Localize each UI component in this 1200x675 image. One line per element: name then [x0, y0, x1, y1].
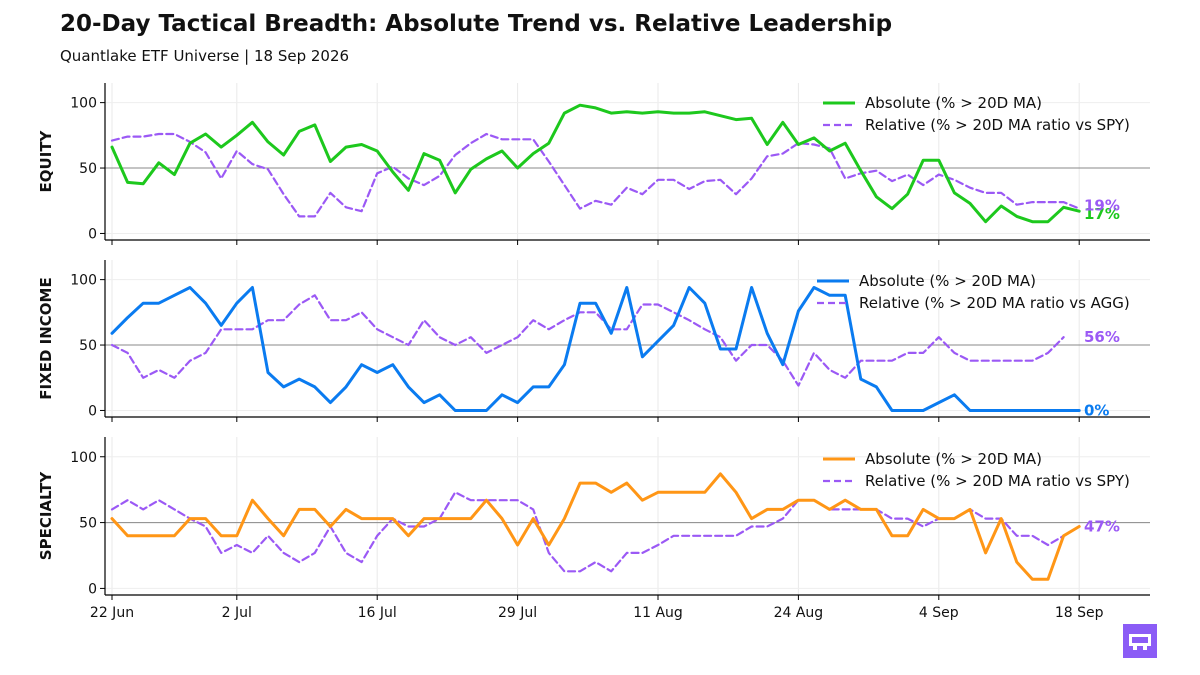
- y-tick-label: 0: [88, 403, 97, 419]
- y-tick-label: 50: [79, 338, 97, 354]
- relative-series-line: [110, 491, 1081, 573]
- y-tick-label: 50: [79, 516, 97, 532]
- chart-title: 20-Day Tactical Breadth: Absolute Trend …: [60, 11, 893, 37]
- chart-subtitle: Quantlake ETF Universe | 18 Sep 2026: [60, 47, 350, 65]
- end-label: 47%: [1084, 518, 1120, 536]
- legend: Absolute (% > 20D MA) Relative (% > 20D M…: [823, 94, 1130, 134]
- relative-end-label: 56%: [1084, 328, 1120, 346]
- x-tick-label: 4 Sep: [919, 605, 959, 621]
- panel-fixed_income: 0 50 100 FIXED INCOME 0% 56% Absolute (% > 20D…: [37, 260, 1150, 422]
- y-axis-label: EQUITY: [37, 129, 55, 192]
- absolute-series-line: [110, 472, 1081, 581]
- legend: Absolute (% > 20D MA) Relative (% > 20D M…: [823, 450, 1130, 490]
- x-tick-label: 22 Jun: [90, 605, 134, 621]
- legend-entry: Absolute (% > 20D MA): [865, 94, 1042, 112]
- relative-end-label: 19%: [1084, 197, 1120, 215]
- y-axis-label: FIXED INCOME: [37, 277, 55, 399]
- x-tick-label: 18 Sep: [1055, 605, 1104, 621]
- absolute-end-label: 17%: [1084, 205, 1120, 223]
- y-tick-label: 50: [79, 161, 97, 177]
- absolute-series-line: [110, 103, 1081, 224]
- x-tick-label: 24 Aug: [774, 605, 824, 621]
- y-tick-label: 100: [70, 96, 97, 112]
- legend-entry: Relative (% > 20D MA ratio vs AGG): [859, 294, 1130, 312]
- panel-equity: 0 50 100 EQUITY 17%19% Absolute (% > 20D MA) R…: [37, 83, 1150, 245]
- relative-series-line: [110, 132, 1081, 218]
- x-tick-label: 2 Jul: [222, 605, 252, 621]
- panel-specialty: 0 50 100 SPECIALTY 47% Absolute (% > 20D MA) R…: [37, 437, 1150, 621]
- chat-bubble-icon: [1129, 634, 1151, 650]
- y-tick-label: 100: [70, 273, 97, 289]
- x-tick-label: 11 Aug: [633, 605, 683, 621]
- end-labels: 47%: [1084, 518, 1120, 536]
- brand-logo: [1123, 624, 1157, 658]
- end-labels: 0% 56%: [1084, 328, 1120, 419]
- legend-entry: Relative (% > 20D MA ratio vs SPY): [865, 116, 1130, 134]
- legend-entry: Relative (% > 20D MA ratio vs SPY): [865, 472, 1130, 490]
- absolute-series-line: [110, 286, 1081, 412]
- end-labels: 17%19%: [1084, 197, 1120, 224]
- legend: Absolute (% > 20D MA) Relative (% > 20D M…: [817, 272, 1130, 312]
- relative-series-line: [110, 294, 1065, 387]
- absolute-end-label: 0%: [1084, 401, 1109, 419]
- legend-entry: Absolute (% > 20D MA): [859, 272, 1036, 290]
- legend-entry: Absolute (% > 20D MA): [865, 450, 1042, 468]
- y-tick-label: 0: [88, 581, 97, 597]
- y-tick-label: 0: [88, 226, 97, 242]
- y-tick-label: 100: [70, 450, 97, 466]
- y-axis-label: SPECIALTY: [37, 471, 55, 561]
- x-tick-label: 16 Jul: [358, 605, 397, 621]
- x-tick-label: 29 Jul: [498, 605, 537, 621]
